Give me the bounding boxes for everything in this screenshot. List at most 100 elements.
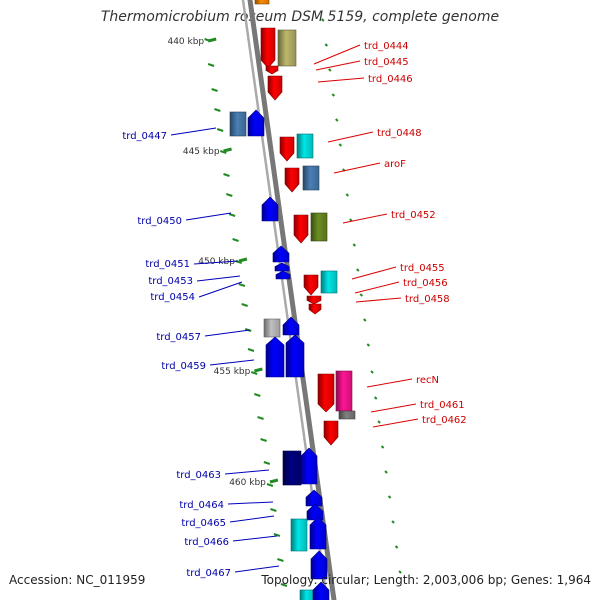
gene-arrow (267, 75, 283, 101)
gene-arrow (247, 109, 265, 137)
scale-tick-mark (366, 343, 371, 347)
genome-summary-text: Topology: circular; Length: 2,003,006 bp… (261, 573, 591, 587)
gene-arrow (279, 136, 295, 162)
scale-tick-mark (331, 93, 336, 97)
forward-gene-label: trd_0455 (400, 263, 445, 274)
gene-block (282, 450, 302, 486)
gene-block (335, 370, 353, 412)
scale-major-tick (238, 257, 248, 263)
scale-tick-mark (384, 470, 388, 474)
scale-tick-mark (352, 243, 357, 247)
scale-tick-mark (321, 18, 325, 22)
gene-block (277, 29, 297, 67)
scale-tick-mark (380, 445, 385, 449)
scale-tick-mark (238, 283, 246, 287)
gene-block (338, 410, 356, 420)
scale-tick-mark (207, 63, 215, 67)
reverse-label-connector (232, 535, 278, 542)
backbone-line (247, 0, 337, 600)
reverse-gene-label: trd_0457 (156, 332, 201, 343)
forward-label-connector (372, 418, 419, 428)
forward-gene-label: trd_0445 (364, 57, 409, 68)
gene-arrow (272, 245, 290, 263)
forward-gene-label: trd_0461 (420, 400, 465, 411)
gene-block (320, 270, 338, 294)
scale-tick-mark (263, 461, 271, 465)
reverse-gene-label: trd_0453 (148, 276, 193, 287)
gene-block (302, 165, 320, 191)
reverse-label-connector (224, 469, 270, 475)
scale-tick-mark (363, 318, 367, 322)
forward-gene-label: aroF (384, 159, 406, 170)
scale-tick-mark (356, 268, 360, 272)
gene-arrow (308, 303, 322, 315)
scale-label: 445 kbp (183, 147, 220, 157)
reverse-label-connector (209, 359, 255, 366)
scale-major-tick (269, 478, 279, 484)
scale-tick-mark (377, 420, 381, 424)
reverse-label-connector (196, 275, 241, 282)
reverse-gene-label: trd_0459 (161, 361, 206, 372)
gene-arrow (317, 373, 335, 413)
scale-tick-mark (228, 213, 236, 217)
forward-gene-label: trd_0444 (364, 41, 409, 52)
gene-arrow (300, 447, 318, 485)
gene-arrow (282, 316, 300, 336)
forward-label-connector (355, 297, 402, 303)
gene-arrow (261, 196, 279, 222)
scale-tick-mark (225, 193, 233, 197)
gene-arrow (323, 420, 339, 446)
scale-tick-mark (338, 143, 343, 147)
reverse-label-connector (234, 565, 280, 573)
gene-block (299, 589, 315, 600)
gene-block (290, 518, 308, 552)
scale-major-tick (253, 367, 263, 373)
scale-tick-mark (211, 88, 218, 92)
gene-arrow (293, 214, 309, 244)
gene-arrow (265, 65, 279, 75)
gene-arrow (309, 516, 327, 550)
gene-arrow (312, 581, 330, 600)
scale-tick-mark (335, 118, 339, 122)
reverse-gene-label: trd_0447 (122, 131, 167, 142)
gene-arrow (275, 270, 291, 280)
scale-tick-mark (370, 370, 374, 374)
reverse-gene-label: trd_0467 (186, 568, 231, 579)
scale-tick-mark (277, 558, 284, 562)
scale-tick-mark (250, 371, 258, 375)
scale-label: 440 kbp (167, 37, 204, 47)
scale-tick-mark (394, 545, 399, 549)
scale-tick-mark (247, 348, 255, 352)
reverse-label-connector (229, 515, 275, 523)
reverse-gene-label: trd_0464 (179, 500, 224, 511)
reverse-gene-label: trd_0451 (145, 259, 190, 270)
scale-tick-mark (232, 238, 239, 242)
scale-tick-mark (387, 495, 392, 499)
scale-tick-mark (391, 520, 395, 524)
gene-arrow (274, 262, 290, 272)
scale-tick-mark (374, 396, 378, 400)
forward-label-connector (351, 266, 397, 280)
reverse-label-connector (204, 329, 251, 337)
reverse-label-connector (170, 127, 217, 136)
gene-block (296, 133, 314, 159)
scale-tick-mark (273, 533, 281, 537)
reverse-label-connector (193, 260, 239, 265)
forward-label-connector (354, 281, 400, 294)
scale-tick-mark (216, 128, 224, 132)
scale-label: 460 kbp (229, 478, 266, 488)
scale-tick-mark (266, 483, 274, 487)
reverse-label-connector (185, 212, 232, 221)
forward-gene-label: trd_0458 (405, 294, 450, 305)
forward-label-connector (327, 131, 374, 143)
forward-label-connector (342, 213, 388, 224)
gene-arrow (260, 27, 276, 69)
forward-gene-label: trd_0448 (377, 128, 422, 139)
forward-label-connector (317, 77, 365, 83)
scale-tick-mark (214, 108, 221, 112)
scale-tick-mark (359, 293, 364, 297)
gene-arrow (265, 336, 285, 378)
forward-label-connector (370, 403, 417, 413)
